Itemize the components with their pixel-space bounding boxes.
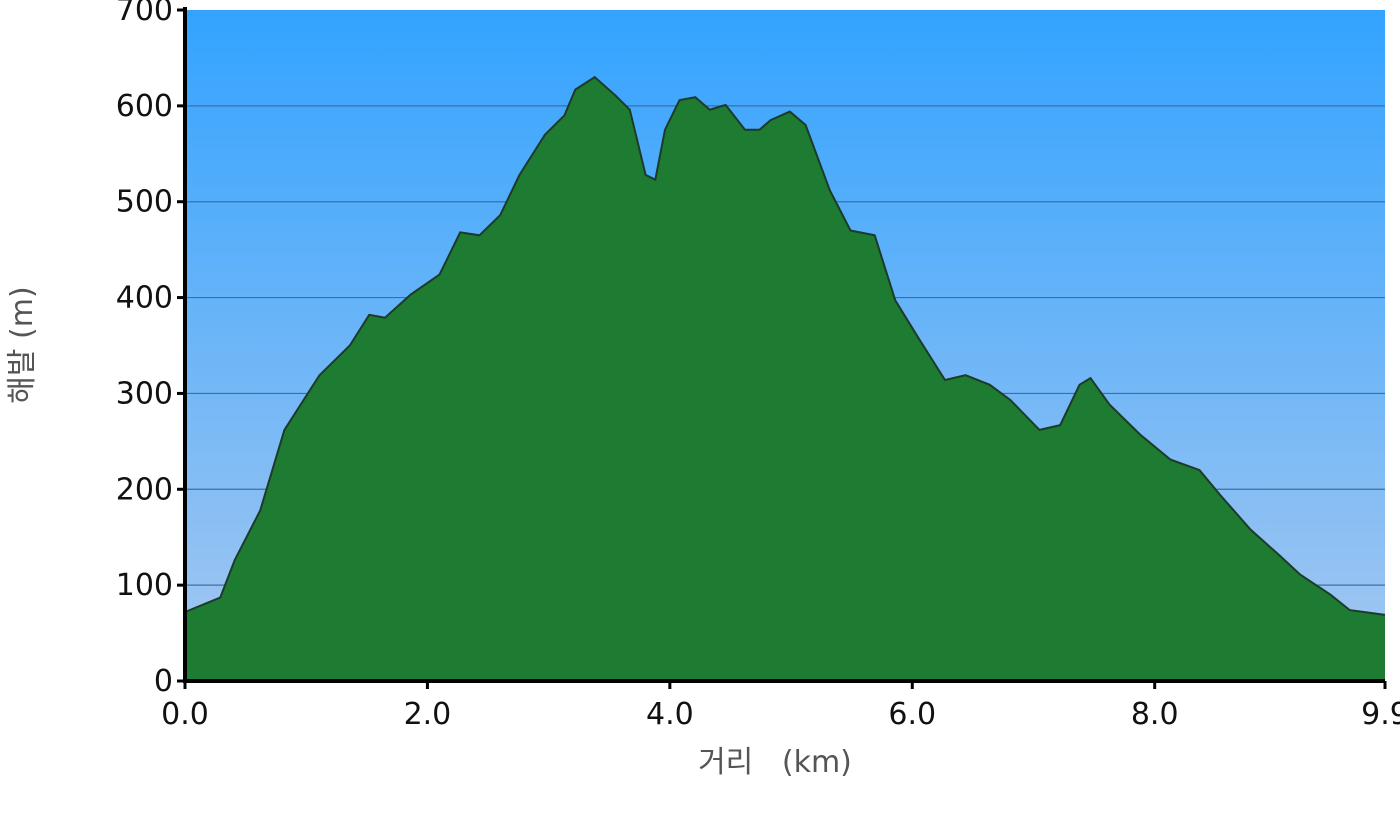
x-tick-label: 9.9 [1361, 697, 1400, 732]
y-tick-label: 700 [116, 0, 173, 28]
y-tick-label: 200 [116, 472, 173, 507]
elevation-area [185, 77, 1385, 682]
x-tick-label: 8.0 [1131, 697, 1179, 732]
elevation-line [184, 75, 1386, 616]
y-tick-label: 400 [116, 281, 173, 316]
y-tick-label: 0 [154, 664, 173, 699]
x-tick-label: 6.0 [888, 697, 936, 732]
y-axis-label: 해발 (m) [5, 286, 40, 403]
x-tick-label: 2.0 [404, 697, 452, 732]
y-tick-label: 100 [116, 568, 173, 603]
y-tick-label: 600 [116, 89, 173, 124]
x-tick-label: 0.0 [161, 697, 209, 732]
x-tick-label: 4.0 [646, 697, 694, 732]
y-tick-label: 500 [116, 185, 173, 220]
x-axis-label: 거리 (km) [698, 745, 852, 780]
y-tick-label: 300 [116, 376, 173, 411]
